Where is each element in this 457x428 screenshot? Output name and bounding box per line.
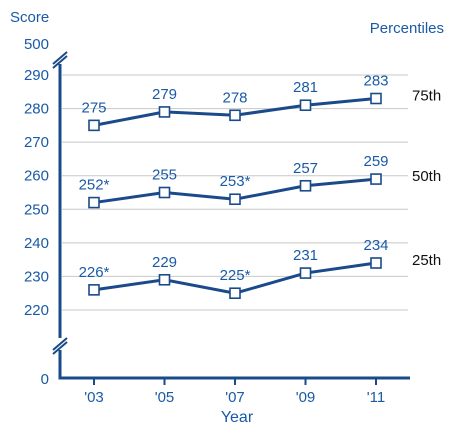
data-point <box>160 188 170 198</box>
y-tick-label: 290 <box>24 67 49 84</box>
data-point <box>230 288 240 298</box>
data-point <box>371 94 381 104</box>
series-name-label: 25th <box>412 252 441 269</box>
y-tick-label: 220 <box>24 302 49 319</box>
data-point <box>371 174 381 184</box>
x-tick-label: '11 <box>367 389 385 406</box>
data-point <box>160 107 170 117</box>
data-label: 281 <box>293 79 318 96</box>
labels: Score 500 0 Percentiles Year 290 280 270 26… <box>10 9 444 426</box>
data-point <box>160 275 170 285</box>
data-point <box>301 268 311 278</box>
y-zero-label: 0 <box>41 371 49 388</box>
data-label: 257 <box>293 160 318 177</box>
y-axis-title: Score <box>10 9 49 26</box>
data-label: 279 <box>152 86 177 103</box>
data-label: 259 <box>363 153 388 170</box>
y-tick-label: 250 <box>24 201 49 218</box>
data-label: 225* <box>220 267 251 284</box>
data-label: 275 <box>81 99 106 116</box>
data-label: 229 <box>152 254 177 271</box>
data-label: 234 <box>363 237 388 254</box>
x-axis-title: Year <box>221 409 254 426</box>
data-label: 278 <box>222 89 247 106</box>
data-point <box>301 100 311 110</box>
y-top-label: 500 <box>24 36 49 53</box>
data-point <box>371 258 381 268</box>
x-tick-label: '05 <box>155 389 175 406</box>
data-label: 226* <box>79 264 110 281</box>
data-point <box>230 194 240 204</box>
data-label: 255 <box>152 167 177 184</box>
data-label: 252* <box>79 177 110 194</box>
x-tick-label: '09 <box>296 389 316 406</box>
data-label: 231 <box>293 247 318 264</box>
x-tick-label: '03 <box>84 389 104 406</box>
y-tick-label: 230 <box>24 268 49 285</box>
x-tick-label: '07 <box>225 389 245 406</box>
series-name-label: 50th <box>412 168 441 185</box>
data-point <box>89 120 99 130</box>
series-name-label: 75th <box>412 88 441 105</box>
data-point <box>301 181 311 191</box>
data-point <box>89 285 99 295</box>
y-tick-label: 270 <box>24 134 49 151</box>
series <box>89 94 381 386</box>
y-tick-label: 280 <box>24 101 49 118</box>
y-tick-label: 260 <box>24 168 49 185</box>
data-label: 253* <box>220 173 251 190</box>
data-label: 283 <box>363 73 388 90</box>
legend-title: Percentiles <box>370 20 444 37</box>
y-tick-label: 240 <box>24 235 49 252</box>
data-point <box>89 198 99 208</box>
data-point <box>230 110 240 120</box>
